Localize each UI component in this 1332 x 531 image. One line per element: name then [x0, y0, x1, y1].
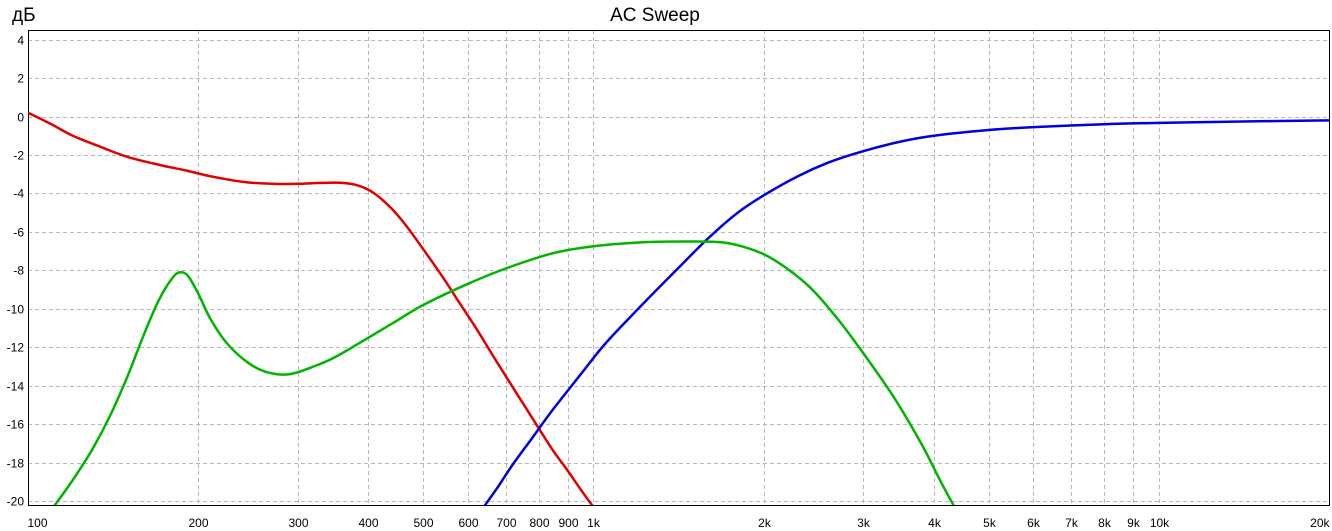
y-tick-label: 4 — [17, 34, 24, 48]
chart-title: AC Sweep — [610, 5, 700, 26]
x-tick-label: 900 — [558, 516, 578, 530]
y-tick-label: -4 — [13, 187, 24, 201]
x-tick-label: 3k — [857, 516, 871, 530]
x-tick-label: 5k — [983, 516, 997, 530]
x-tick-label: 300 — [288, 516, 308, 530]
x-tick-label: 200 — [188, 516, 208, 530]
x-tick-label: 20k — [1310, 516, 1330, 530]
x-tick-label: 700 — [496, 516, 516, 530]
y-tick-label: 2 — [17, 72, 24, 86]
x-tick-label: 4k — [928, 516, 942, 530]
red-response-curve — [28, 111, 594, 505]
green-response-curve — [53, 240, 955, 505]
y-tick-label: -20 — [7, 495, 25, 509]
x-tick-label: 2k — [758, 516, 772, 530]
y-tick-label: -12 — [7, 341, 25, 355]
y-axis-unit-label: дБ — [12, 5, 36, 26]
y-tick-label: -18 — [7, 457, 25, 471]
blue-response-curve — [483, 119, 1329, 505]
x-tick-label: 10k — [1150, 516, 1170, 530]
y-tick-label: 0 — [17, 111, 24, 125]
x-tick-label: 9k — [1127, 516, 1141, 530]
x-tick-label: 500 — [413, 516, 433, 530]
y-tick-label: -2 — [13, 149, 24, 163]
x-tick-label: 1k — [587, 516, 601, 530]
x-tick-label: 100 — [27, 516, 47, 530]
y-tick-label: -16 — [7, 418, 25, 432]
plot-frame — [28, 30, 1330, 506]
x-tick-label: 8k — [1098, 516, 1112, 530]
x-tick-label: 6k — [1027, 516, 1041, 530]
y-tick-label: -8 — [13, 264, 24, 278]
y-tick-label: -14 — [7, 380, 25, 394]
x-tick-label: 7k — [1065, 516, 1079, 530]
x-tick-label: 400 — [358, 516, 378, 530]
data-series — [28, 111, 1329, 505]
x-tick-label: 600 — [458, 516, 478, 530]
x-tick-label: 800 — [529, 516, 549, 530]
y-tick-label: -10 — [7, 303, 25, 317]
y-tick-label: -6 — [13, 226, 24, 240]
